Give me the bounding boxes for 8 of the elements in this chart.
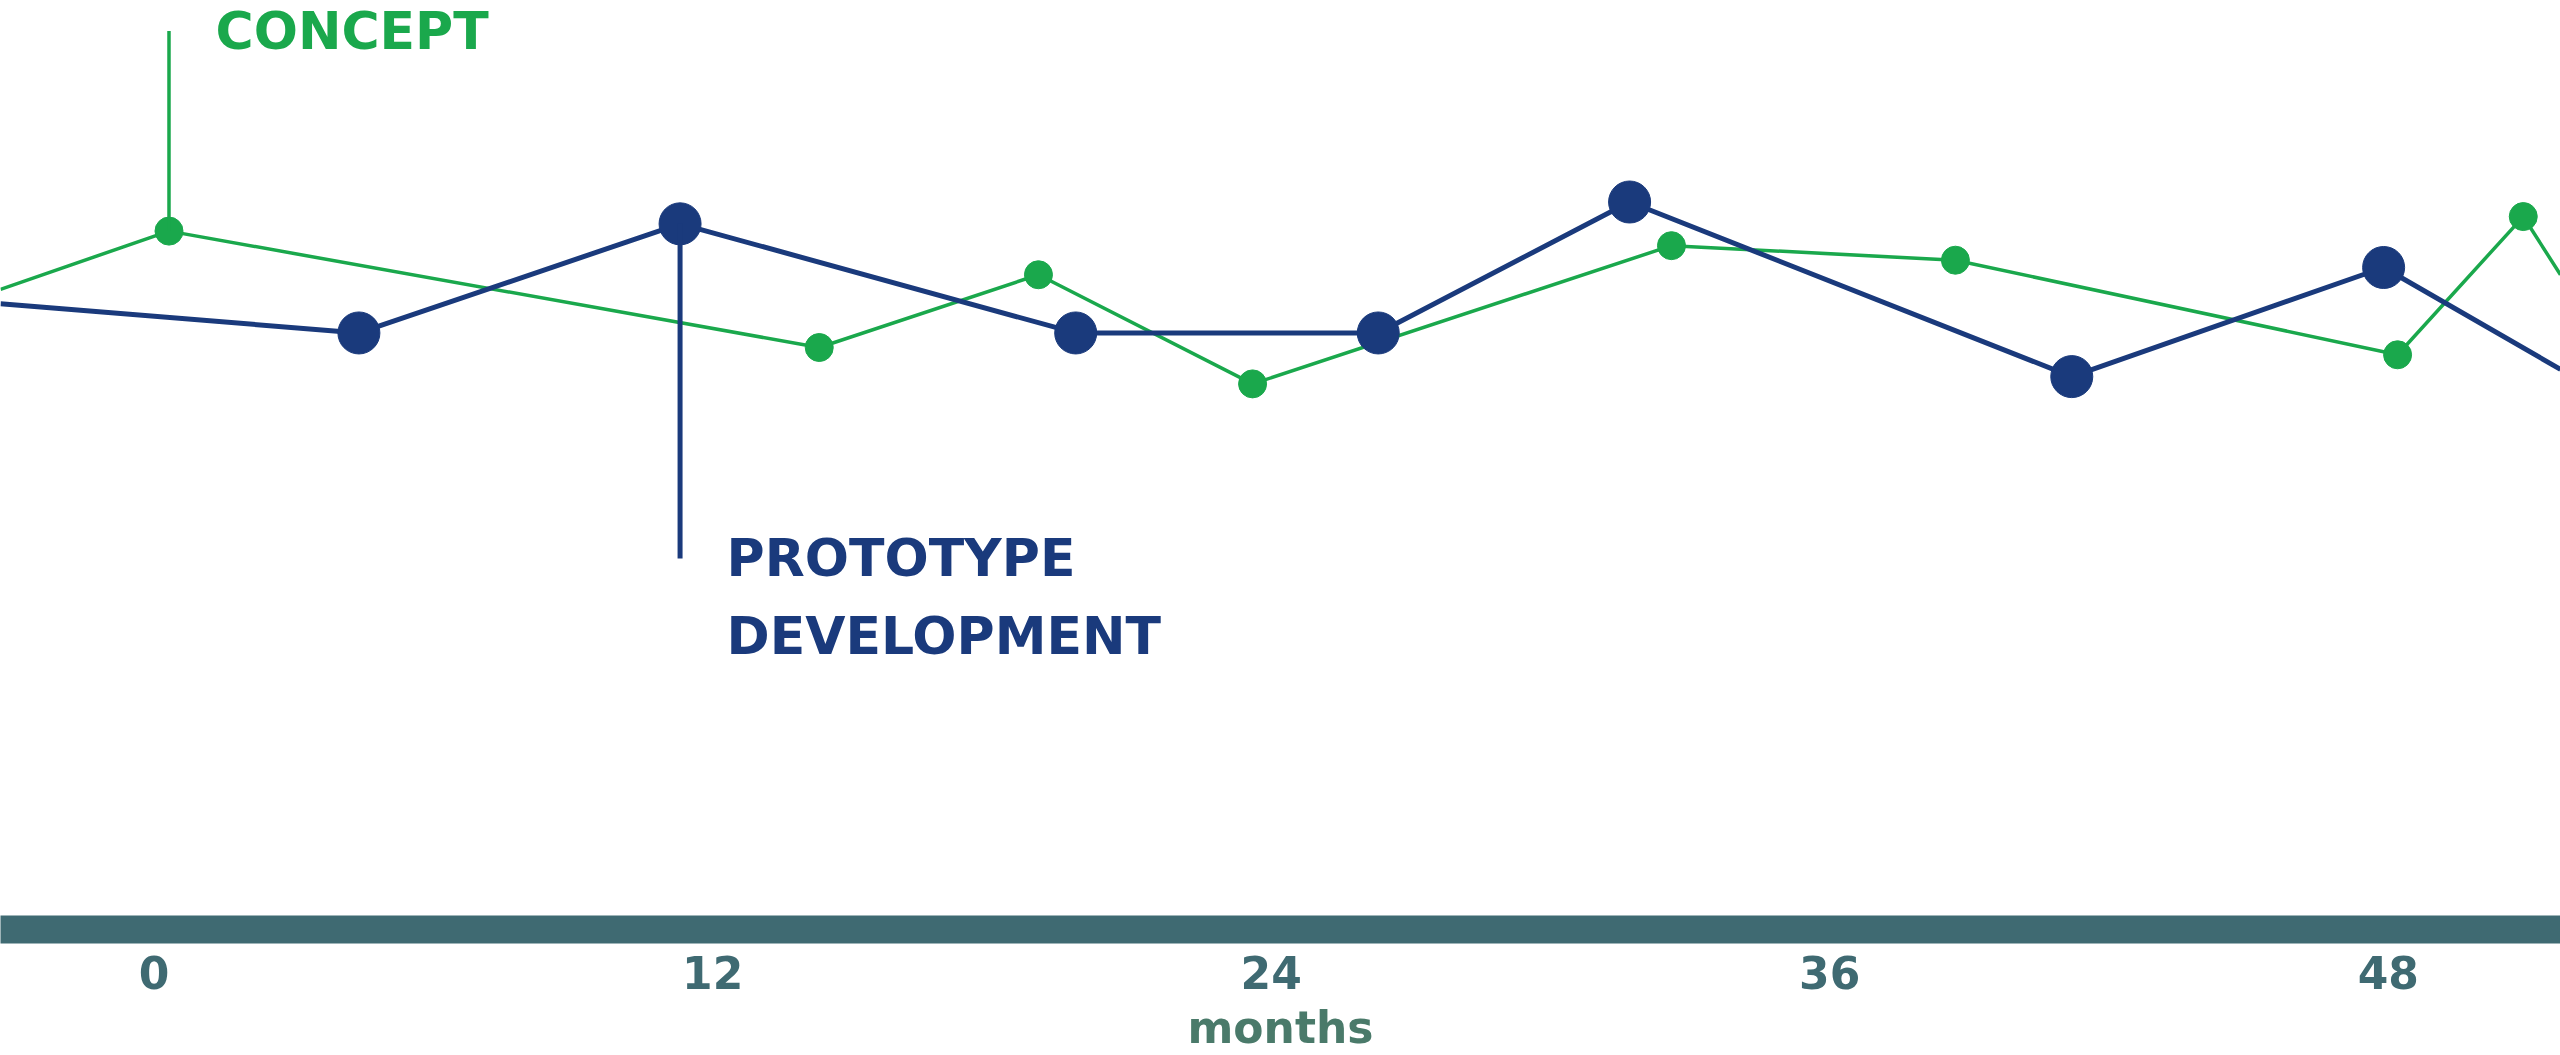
x-tick-label: 36 bbox=[1799, 947, 1861, 999]
annotation: CONCEPT bbox=[215, 1, 490, 62]
x-axis-title: months bbox=[1187, 1001, 1374, 1053]
x-tick-label: 48 bbox=[2357, 947, 2419, 999]
x-tick-label: 12 bbox=[682, 947, 744, 999]
x-tick-label: 24 bbox=[1240, 947, 1302, 999]
annotation: PROTOTYPE DEVELOPMENT bbox=[726, 528, 1162, 667]
x-tick-label: 0 bbox=[138, 947, 170, 999]
